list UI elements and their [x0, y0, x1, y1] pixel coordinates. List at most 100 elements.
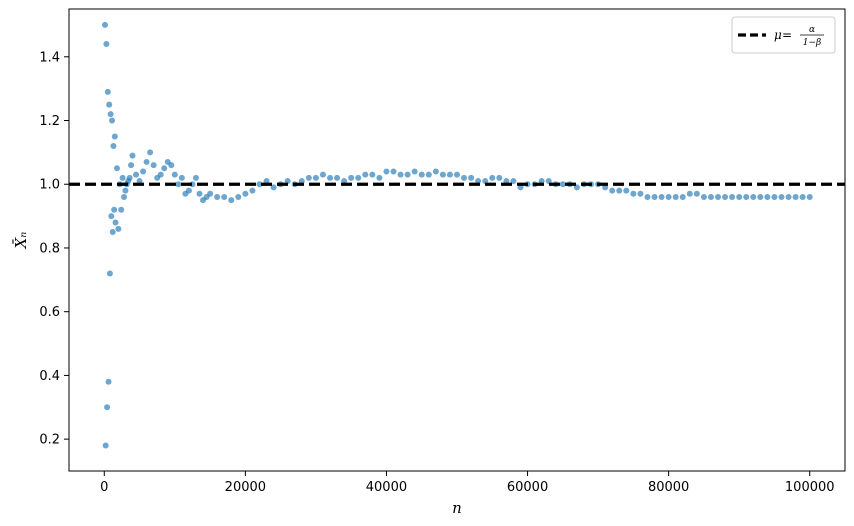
plot-frame — [68, 8, 846, 472]
y-tick-label: 1.4 — [39, 50, 60, 65]
data-point — [107, 111, 114, 118]
legend: μ = α 1−β — [731, 16, 836, 54]
data-point — [538, 178, 545, 185]
data-point — [799, 193, 806, 200]
data-point — [341, 178, 348, 185]
data-point — [129, 152, 136, 159]
data-point — [140, 168, 147, 175]
data-point — [700, 193, 707, 200]
data-point — [432, 168, 439, 175]
data-point — [319, 171, 326, 178]
data-point — [112, 219, 119, 226]
data-point — [679, 193, 686, 200]
plot-area — [69, 9, 845, 471]
data-point — [559, 181, 566, 188]
legend-label-numerator: α — [809, 25, 815, 35]
data-point — [110, 143, 117, 150]
data-point — [115, 225, 122, 232]
data-point — [178, 174, 185, 181]
legend-label-denominator: 1−β — [803, 38, 821, 48]
data-point — [672, 193, 679, 200]
data-point — [284, 178, 291, 185]
data-point — [126, 174, 133, 181]
data-point — [715, 193, 722, 200]
data-point — [743, 193, 750, 200]
x-axis: 0 20000 40000 60000 80000 100000 — [100, 471, 835, 495]
data-point — [221, 193, 228, 200]
data-point — [242, 190, 249, 197]
data-point — [644, 193, 651, 200]
data-point — [658, 193, 665, 200]
x-axis-label: n — [452, 499, 462, 517]
data-point — [150, 162, 157, 169]
y-axis: 0.2 0.4 0.6 0.8 1.0 1.2 1.4 — [39, 50, 69, 448]
data-point — [764, 193, 771, 200]
data-point — [771, 193, 778, 200]
data-point — [651, 193, 658, 200]
data-point — [102, 442, 109, 449]
x-tick-label: 20000 — [225, 480, 266, 495]
data-point — [113, 165, 120, 172]
data-point — [106, 270, 113, 277]
data-point — [404, 171, 411, 178]
data-point — [757, 193, 764, 200]
data-point — [108, 213, 115, 220]
data-point — [778, 193, 785, 200]
data-point — [545, 178, 552, 185]
data-point — [616, 187, 623, 194]
data-point — [128, 162, 135, 169]
data-point — [785, 193, 792, 200]
data-point — [106, 101, 113, 108]
data-point — [327, 174, 334, 181]
data-point — [228, 197, 235, 204]
data-point — [185, 187, 192, 194]
data-point — [573, 184, 580, 191]
data-point — [722, 193, 729, 200]
data-point — [693, 190, 700, 197]
legend-box — [731, 16, 836, 54]
data-point — [482, 178, 489, 185]
data-point — [101, 21, 108, 28]
y-axis-label: X̄ₙ — [12, 232, 30, 250]
data-point — [792, 193, 799, 200]
data-point — [104, 404, 111, 411]
y-tick-label: 0.2 — [39, 433, 60, 448]
data-point — [119, 174, 126, 181]
data-point — [630, 190, 637, 197]
data-point — [750, 193, 757, 200]
data-point — [143, 158, 150, 165]
x-tick-label: 60000 — [507, 480, 548, 495]
data-point — [263, 178, 270, 185]
data-point — [175, 181, 182, 188]
scatter-series — [101, 21, 813, 449]
data-point — [305, 174, 312, 181]
data-point — [121, 193, 128, 200]
data-point — [103, 41, 110, 48]
data-point — [503, 178, 510, 185]
data-point — [376, 174, 383, 181]
data-point — [298, 178, 305, 185]
x-tick-label: 100000 — [785, 480, 835, 495]
data-point — [111, 133, 118, 140]
data-point — [736, 193, 743, 200]
data-point — [517, 184, 524, 191]
data-point — [109, 117, 116, 124]
data-point — [397, 171, 404, 178]
legend-label-mu: μ — [774, 28, 782, 42]
data-point — [133, 171, 140, 178]
data-point — [157, 171, 164, 178]
data-point — [383, 168, 390, 175]
data-point — [171, 171, 178, 178]
y-tick-label: 0.4 — [39, 369, 60, 384]
data-point — [390, 168, 397, 175]
data-point — [496, 174, 503, 181]
x-tick-label: 80000 — [648, 480, 689, 495]
data-point — [334, 174, 341, 181]
data-point — [686, 190, 693, 197]
data-point — [207, 190, 214, 197]
data-point — [161, 165, 168, 172]
data-point — [707, 193, 714, 200]
data-point — [806, 193, 813, 200]
legend-label-eq: = — [782, 28, 792, 42]
data-point — [214, 193, 221, 200]
